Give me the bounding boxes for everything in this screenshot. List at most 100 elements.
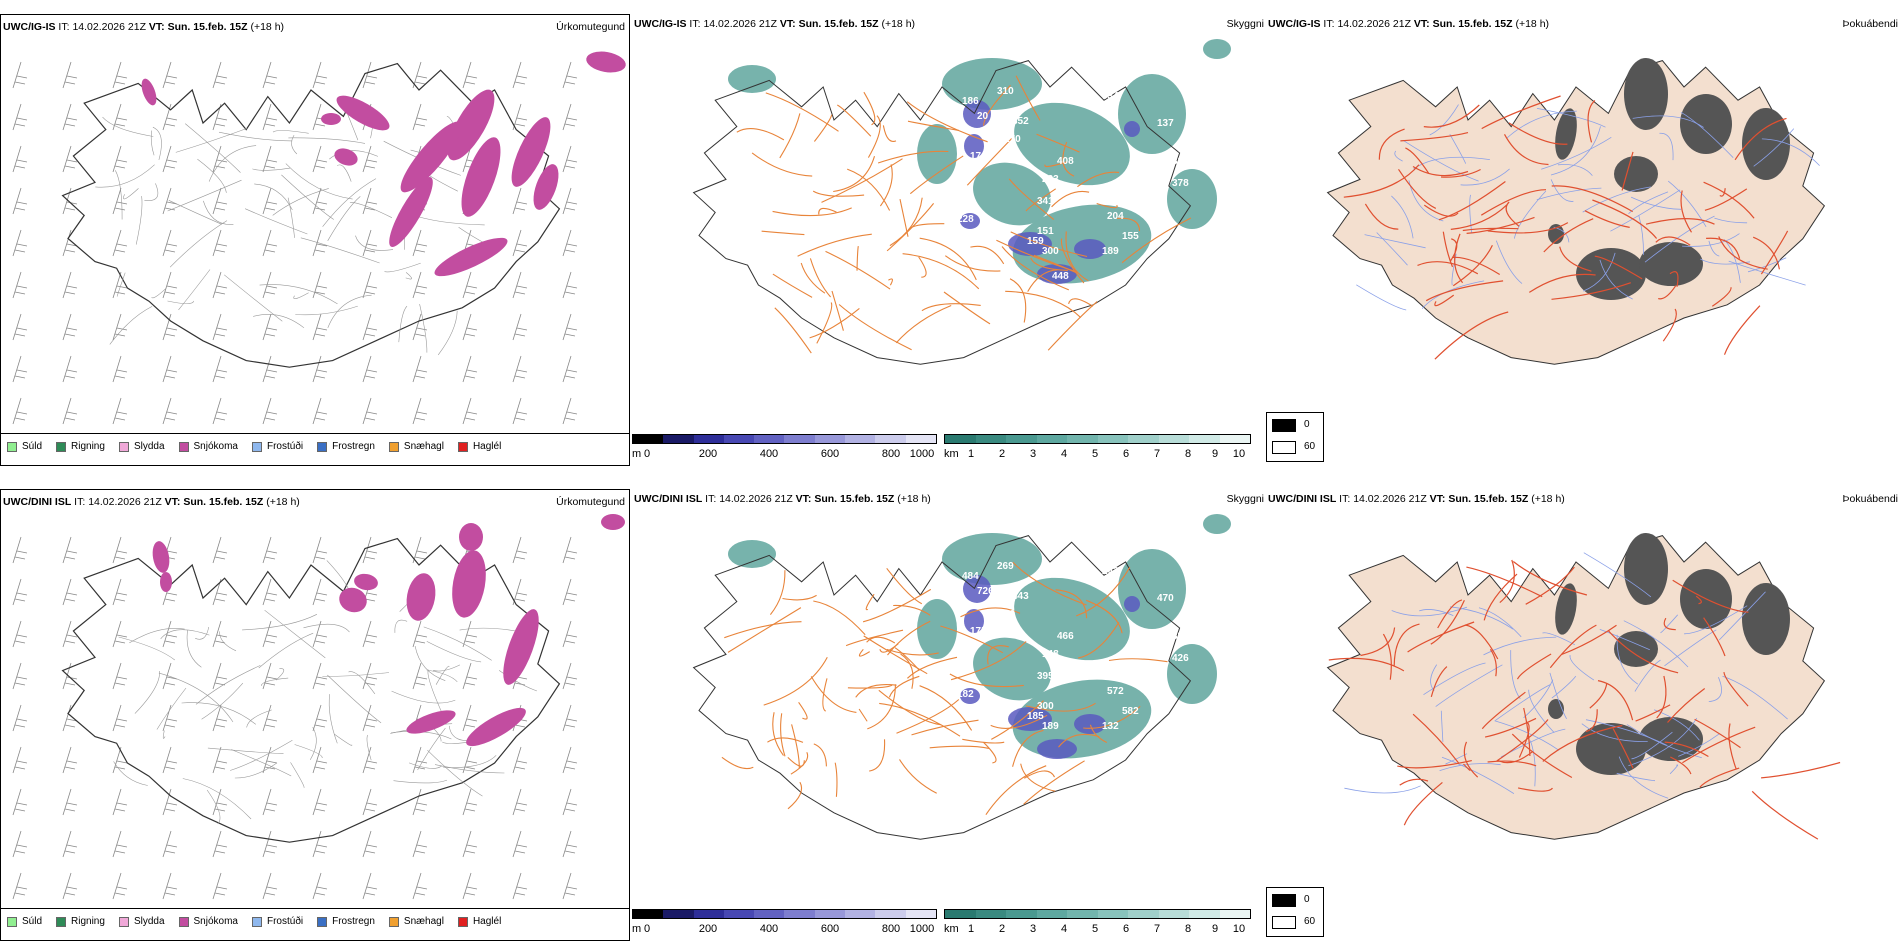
road-segment [1660,614,1678,634]
wind-barb [112,788,128,816]
road-segment [327,674,382,724]
colorbar-unit: km [944,923,959,935]
vt-value: Sun. 15.feb. 15Z [183,496,264,508]
fog-area [1555,108,1577,160]
road-segment [838,304,912,351]
legend-item: Slydda [118,916,165,927]
road-segment [118,636,175,661]
road-segment [1429,104,1459,136]
cloud-base-value: 466 [1057,631,1074,642]
road-segment [893,604,931,616]
legend-label: Súld [22,441,43,452]
road-segment [219,631,237,652]
road-segment [1631,731,1673,760]
road-segment [877,150,949,164]
legend-swatch [251,916,262,927]
cloud-base-value: 228 [957,214,974,225]
road-segment [1704,188,1748,211]
wind-barb [112,355,128,383]
road-segment [1510,650,1521,699]
road-segment [787,781,803,810]
road-segment [837,104,872,137]
wind-barb [462,704,478,732]
wind-barb [262,313,278,341]
road-segment [414,646,446,681]
road-segment [1583,252,1616,292]
wind-barb [12,620,28,648]
snow-area [152,541,170,573]
legend-swatch [56,916,67,927]
road-segment [272,130,309,134]
road-segment [1393,623,1420,666]
road-segment [231,749,292,777]
road-segment [847,168,891,211]
cloud-base-value: 174 [970,151,987,162]
road-segment [1030,257,1068,271]
panel-title: UWC/IG-IS IT: 14.02.2026 21Z VT: Sun. 15… [3,21,284,33]
fog-indicator-panel: UWC/DINI ISL IT: 14.02.2026 21Z VT: Sun.… [1266,487,1900,942]
road-segment [272,188,329,216]
road-segment [813,600,866,636]
road-segment [303,623,350,633]
road-segment [769,570,786,615]
cloud-base-area [1074,714,1106,734]
legend-item: Frostregn [317,441,375,452]
road-segment [1397,760,1472,769]
road-network [736,75,1192,354]
legend-divider [1,908,629,909]
road-segment [259,284,338,305]
wind-barb [262,620,278,648]
road-segment [1065,231,1089,282]
road-segment [869,739,886,772]
road-segment [109,306,153,345]
legend-item: Rigning [56,441,105,452]
road-segment [1464,624,1499,660]
it-label: IT: [1339,493,1351,505]
road-segment [943,291,991,325]
wind-barb [212,788,228,816]
road-segment [1630,196,1682,210]
road-segment [816,302,833,344]
bar-seg [1006,435,1037,443]
road-segment [983,85,1011,126]
road-segment [1451,256,1501,276]
model-name: UWC/DINI ISL [3,496,72,508]
bar-seg [784,910,815,918]
wind-barb [212,313,228,341]
road-segment [962,738,1005,744]
road-segment [821,158,903,203]
snow-area [141,78,157,106]
road-segment [275,668,285,681]
bar-seg [945,435,976,443]
wind-barb [562,704,578,732]
fog-high-swatch [1272,894,1296,907]
wind-barb [512,397,528,425]
road-segment [1481,95,1561,130]
legend-swatch [118,916,129,927]
road-segment [95,164,155,188]
road-segment [1656,675,1667,719]
road-segment [1391,195,1414,239]
colorbar-unit: km [944,448,959,460]
road-segment [1719,188,1726,197]
wind-barb [362,229,378,257]
legend-item: Súld [7,916,42,927]
road-segment [1454,233,1464,284]
wind-barb [462,746,478,774]
road-segment [328,694,338,744]
vt-value: Sun. 15.feb. 15Z [167,21,248,33]
road-segment [1682,233,1740,247]
cloud-base-value: 408 [1057,156,1074,167]
road-segment [1541,136,1612,170]
road-segment [151,287,167,299]
wind-barb [62,145,78,173]
wind-barb [562,746,578,774]
wind-barb [262,578,278,606]
fog-areas [1548,58,1790,300]
wind-barb [412,229,428,257]
road-segment [287,197,295,238]
bar-seg [663,435,694,443]
legend-item: Frostregn [317,916,375,927]
snow-area [336,95,390,131]
road-segment [1356,284,1407,311]
